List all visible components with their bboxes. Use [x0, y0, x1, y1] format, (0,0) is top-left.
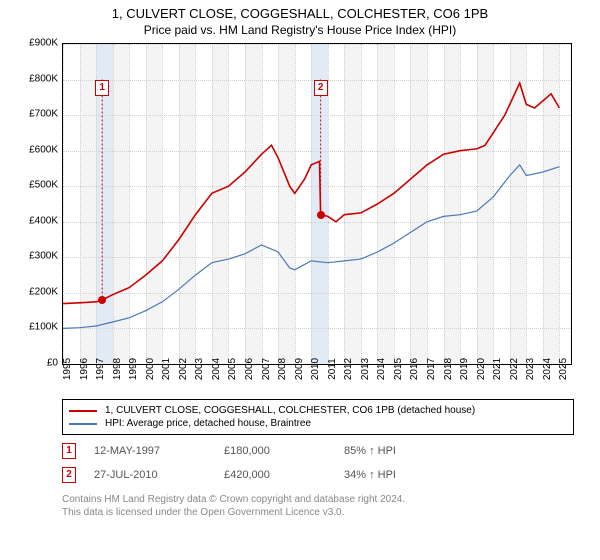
- legend-label: HPI: Average price, detached house, Brai…: [105, 418, 311, 429]
- x-tick-label: 2006: [244, 358, 255, 380]
- x-tick-label: 2020: [476, 358, 487, 380]
- sale-pct: 85% ↑ HPI: [344, 445, 464, 457]
- y-axis: £0£100K£200K£300K£400K£500K£600K£700K£80…: [20, 43, 60, 363]
- marker-dot: [98, 296, 106, 304]
- x-tick-label: 2014: [376, 358, 387, 380]
- footer-line-2: This data is licensed under the Open Gov…: [62, 506, 574, 519]
- y-tick-label: £700K: [29, 109, 58, 120]
- x-tick-label: 2010: [310, 358, 321, 380]
- legend-label: 1, CULVERT CLOSE, COGGESHALL, COLCHESTER…: [105, 405, 475, 416]
- legend-row: HPI: Average price, detached house, Brai…: [69, 417, 567, 430]
- x-tick-label: 2021: [492, 358, 503, 380]
- x-tick-label: 2024: [542, 358, 553, 380]
- legend-row: 1, CULVERT CLOSE, COGGESHALL, COLCHESTER…: [69, 404, 567, 417]
- page-title: 1, CULVERT CLOSE, COGGESHALL, COLCHESTER…: [0, 0, 600, 21]
- x-tick-label: 2025: [558, 358, 569, 380]
- y-tick-label: £600K: [29, 144, 58, 155]
- series-price: [63, 83, 559, 304]
- x-tick-label: 2008: [277, 358, 288, 380]
- footer-line-1: Contains HM Land Registry data © Crown c…: [62, 493, 574, 506]
- x-tick-label: 1998: [112, 358, 123, 380]
- sale-price: £180,000: [224, 445, 344, 457]
- x-tick-label: 2017: [426, 358, 437, 380]
- footer: Contains HM Land Registry data © Crown c…: [62, 493, 574, 519]
- y-tick-label: £100K: [29, 322, 58, 333]
- x-tick-label: 2000: [145, 358, 156, 380]
- sale-badge: 1: [62, 443, 76, 459]
- x-tick-label: 2016: [409, 358, 420, 380]
- sale-row: 2 27-JUL-2010£420,00034% ↑ HPI: [62, 463, 574, 487]
- x-tick-label: 2012: [343, 358, 354, 380]
- y-tick-label: £900K: [29, 38, 58, 49]
- x-tick-label: 2002: [178, 358, 189, 380]
- sale-date: 12-MAY-1997: [94, 445, 224, 457]
- x-tick-label: 1996: [79, 358, 90, 380]
- y-tick-label: £800K: [29, 73, 58, 84]
- x-tick-label: 2005: [227, 358, 238, 380]
- marker-dot: [317, 211, 325, 219]
- x-tick-label: 2013: [360, 358, 371, 380]
- sales-table: 1 12-MAY-1997£180,00085% ↑ HPI 2 27-JUL-201…: [62, 439, 574, 487]
- sale-price: £420,000: [224, 469, 344, 481]
- x-tick-label: 1995: [62, 358, 73, 380]
- x-tick-label: 2015: [393, 358, 404, 380]
- y-tick-label: £400K: [29, 215, 58, 226]
- plot-area: 12: [62, 43, 572, 365]
- x-tick-label: 2011: [327, 358, 338, 380]
- series-hpi: [63, 165, 559, 329]
- x-tick-label: 2001: [161, 358, 172, 380]
- y-tick-label: £200K: [29, 286, 58, 297]
- chart-area: £0 £100K £200K £300K £400K £500K £600K £700K £80…: [20, 43, 580, 393]
- marker-badge: 1: [95, 80, 109, 96]
- x-axis: 1995199619971998199920002001200220032004…: [62, 365, 570, 395]
- marker-badge: 2: [314, 80, 328, 96]
- y-tick-label: £0: [47, 358, 58, 369]
- x-tick-label: 1999: [128, 358, 139, 380]
- y-tick-label: £300K: [29, 251, 58, 262]
- legend-swatch: [69, 423, 97, 425]
- legend-swatch: [69, 410, 97, 412]
- sale-pct: 34% ↑ HPI: [344, 469, 464, 481]
- x-tick-label: 1997: [95, 358, 106, 380]
- x-tick-label: 2007: [261, 358, 272, 380]
- sale-date: 27-JUL-2010: [94, 469, 224, 481]
- y-tick-label: £500K: [29, 180, 58, 191]
- x-tick-label: 2003: [194, 358, 205, 380]
- x-tick-label: 2022: [509, 358, 520, 380]
- page-subtitle: Price paid vs. HM Land Registry's House …: [0, 21, 600, 43]
- x-tick-label: 2009: [294, 358, 305, 380]
- x-tick-label: 2018: [443, 358, 454, 380]
- legend: 1, CULVERT CLOSE, COGGESHALL, COLCHESTER…: [62, 399, 574, 435]
- x-tick-label: 2023: [525, 358, 536, 380]
- chart-container: 1, CULVERT CLOSE, COGGESHALL, COLCHESTER…: [0, 0, 600, 560]
- sale-row: 1 12-MAY-1997£180,00085% ↑ HPI: [62, 439, 574, 463]
- x-tick-label: 2019: [459, 358, 470, 380]
- sale-badge: 2: [62, 467, 76, 483]
- x-tick-label: 2004: [211, 358, 222, 380]
